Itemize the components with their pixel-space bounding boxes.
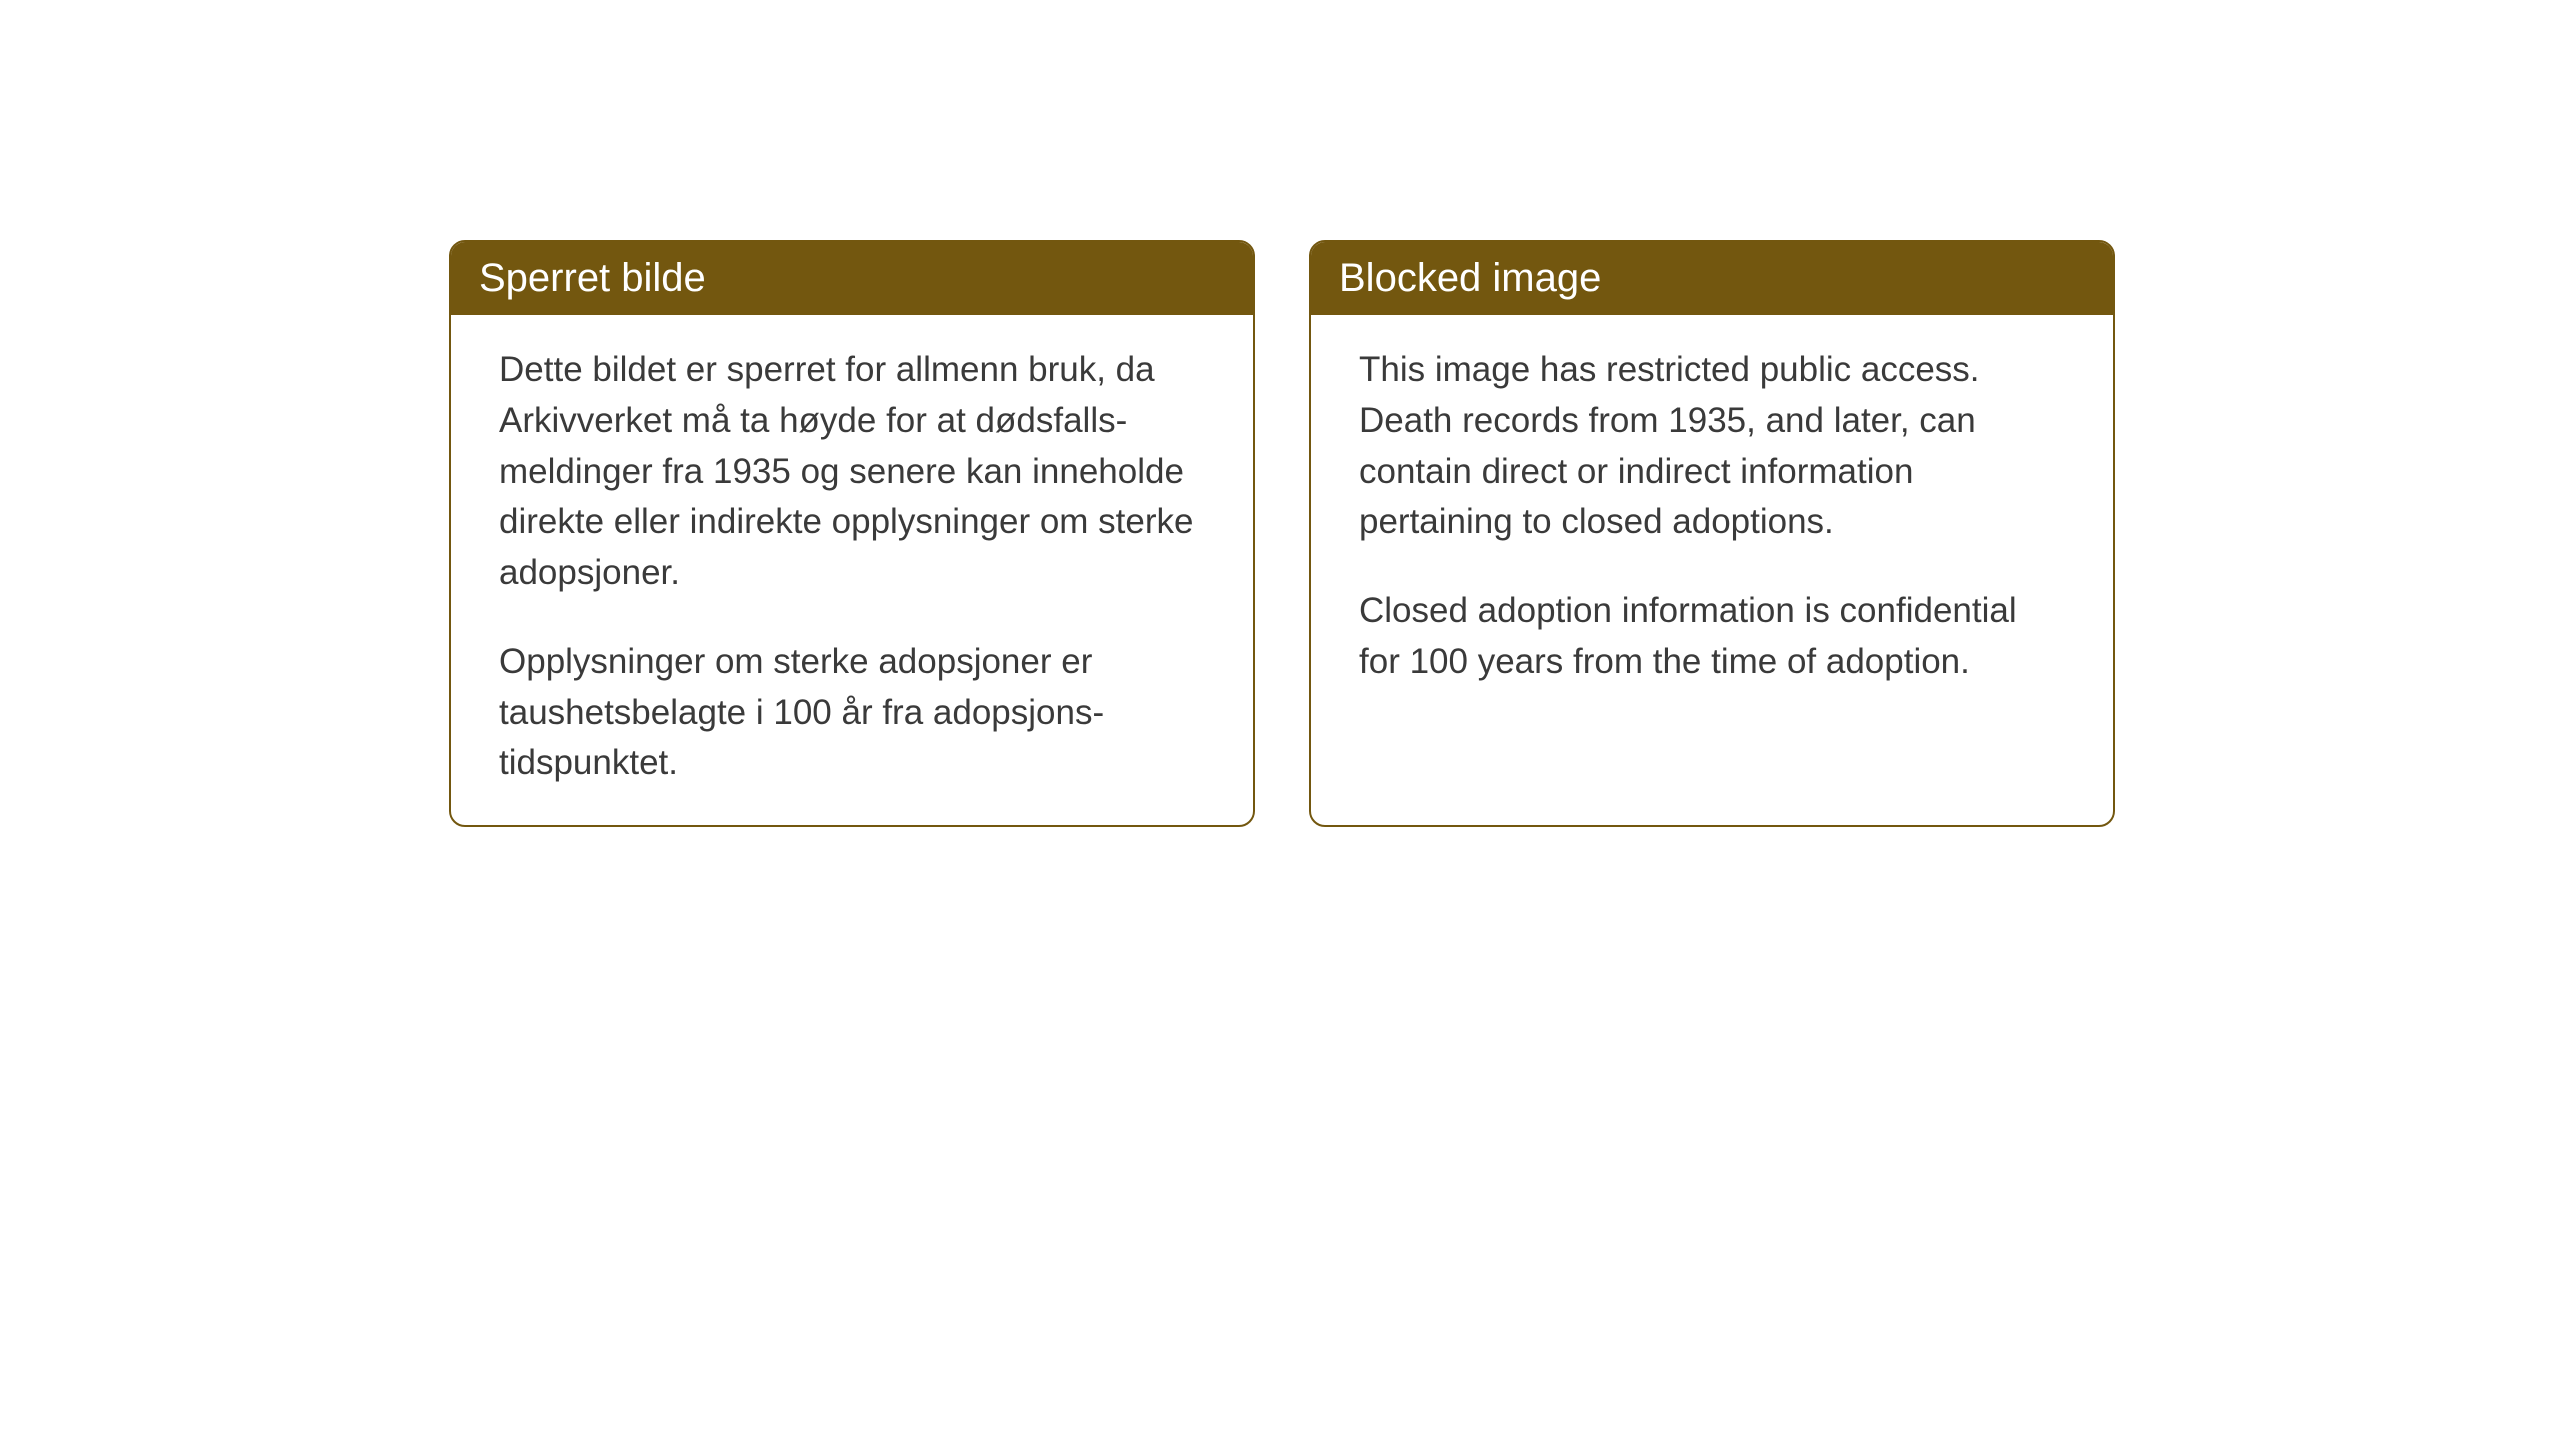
card-title-english: Blocked image: [1339, 256, 1601, 300]
card-title-norwegian: Sperret bilde: [479, 256, 706, 300]
notice-paragraph-1-norwegian: Dette bildet er sperret for allmenn bruk…: [499, 345, 1205, 599]
notice-paragraph-1-english: This image has restricted public access.…: [1359, 345, 2065, 548]
notice-card-norwegian: Sperret bilde Dette bildet er sperret fo…: [449, 240, 1255, 827]
card-body-norwegian: Dette bildet er sperret for allmenn bruk…: [451, 315, 1253, 825]
notice-paragraph-2-english: Closed adoption information is confident…: [1359, 586, 2065, 688]
card-header-norwegian: Sperret bilde: [451, 242, 1253, 315]
card-body-english: This image has restricted public access.…: [1311, 315, 2113, 724]
notice-paragraph-2-norwegian: Opplysninger om sterke adopsjoner er tau…: [499, 637, 1205, 789]
card-header-english: Blocked image: [1311, 242, 2113, 315]
notice-card-container: Sperret bilde Dette bildet er sperret fo…: [449, 240, 2115, 827]
notice-card-english: Blocked image This image has restricted …: [1309, 240, 2115, 827]
